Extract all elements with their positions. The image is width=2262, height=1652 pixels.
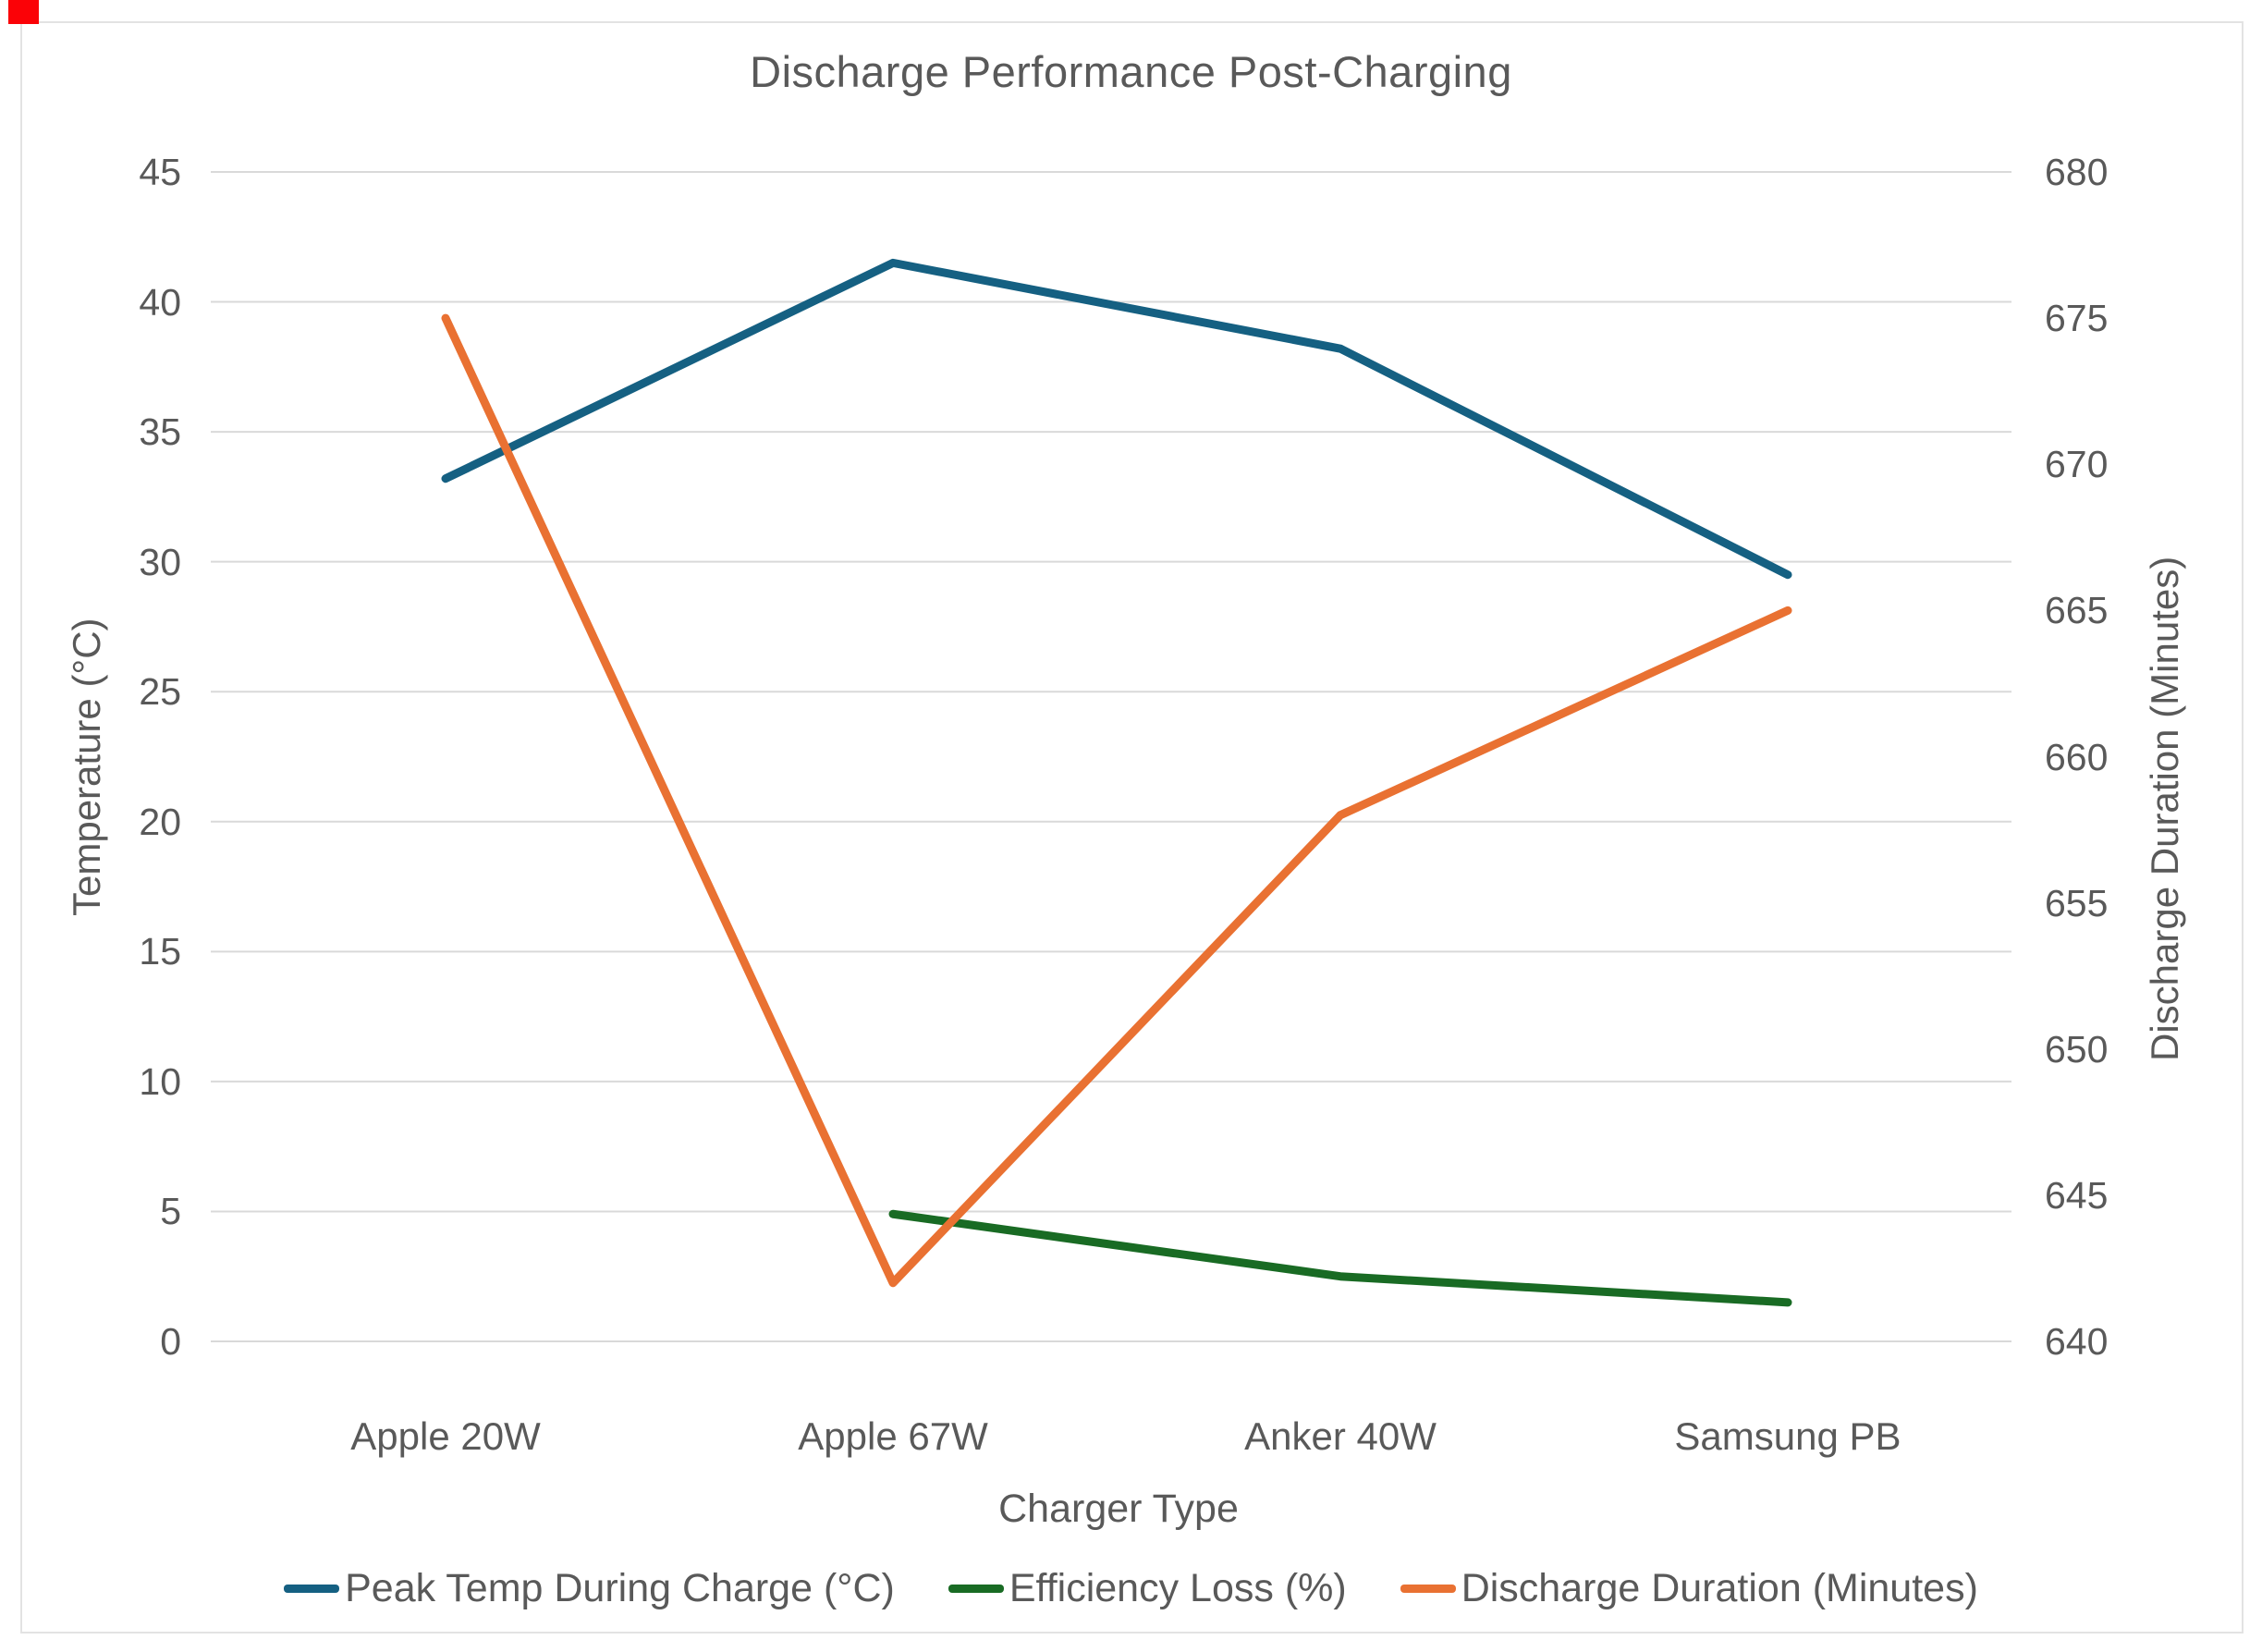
right-tick-label: 655 (2045, 881, 2109, 924)
legend-item: Discharge Duration (Minutes) (1400, 1566, 1978, 1611)
left-tick-label: 45 (139, 151, 181, 193)
chart-title: Discharge Performance Post-Charging (750, 47, 1512, 96)
legend-line-swatch (284, 1585, 340, 1593)
right-tick-label: 680 (2045, 151, 2109, 193)
left-tick-label: 25 (139, 670, 181, 714)
left-tick-label: 15 (139, 930, 181, 973)
right-tick-label: 665 (2045, 589, 2109, 632)
right-tick-label: 640 (2045, 1320, 2109, 1363)
right-axis-title: Discharge Duration (Minutes) (2143, 556, 2186, 1062)
left-tick-label: 35 (139, 410, 181, 454)
series-line (441, 313, 1792, 1288)
left-tick-label: 0 (160, 1320, 181, 1363)
series-line (888, 1209, 1792, 1307)
chart-frame (20, 21, 2244, 1634)
series-line (441, 258, 1792, 580)
x-category-label: Anker 40W (1244, 1414, 1437, 1458)
right-tick-label: 670 (2045, 443, 2109, 486)
legend-item: Efficiency Loss (%) (948, 1566, 1347, 1611)
legend-line-swatch (948, 1585, 1004, 1593)
x-category-label: Apple 67W (798, 1414, 988, 1458)
legend-line-swatch (1400, 1585, 1456, 1593)
x-axis-title: Charger Type (998, 1487, 1239, 1531)
legend-label: Efficiency Loss (%) (1009, 1566, 1347, 1610)
x-category-label: Samsung PB (1674, 1414, 1901, 1458)
red-corner-marker (8, 0, 39, 24)
left-tick-label: 5 (160, 1190, 181, 1233)
left-tick-label: 20 (139, 800, 181, 843)
left-axis-title: Temperature (°C) (65, 618, 108, 917)
left-tick-label: 10 (139, 1059, 181, 1103)
legend-item: Peak Temp During Charge (°C) (284, 1566, 895, 1611)
left-tick-label: 30 (139, 540, 181, 583)
left-tick-label: 40 (139, 280, 181, 324)
legend: Peak Temp During Charge (°C) Efficiency L… (0, 1566, 2262, 1611)
right-tick-label: 660 (2045, 735, 2109, 778)
right-tick-label: 650 (2045, 1027, 2109, 1071)
right-tick-label: 645 (2045, 1173, 2109, 1217)
x-category-label: Apple 20W (350, 1414, 541, 1458)
right-tick-label: 675 (2045, 297, 2109, 340)
legend-label: Discharge Duration (Minutes) (1461, 1566, 1978, 1610)
legend-label: Peak Temp During Charge (°C) (345, 1566, 895, 1610)
